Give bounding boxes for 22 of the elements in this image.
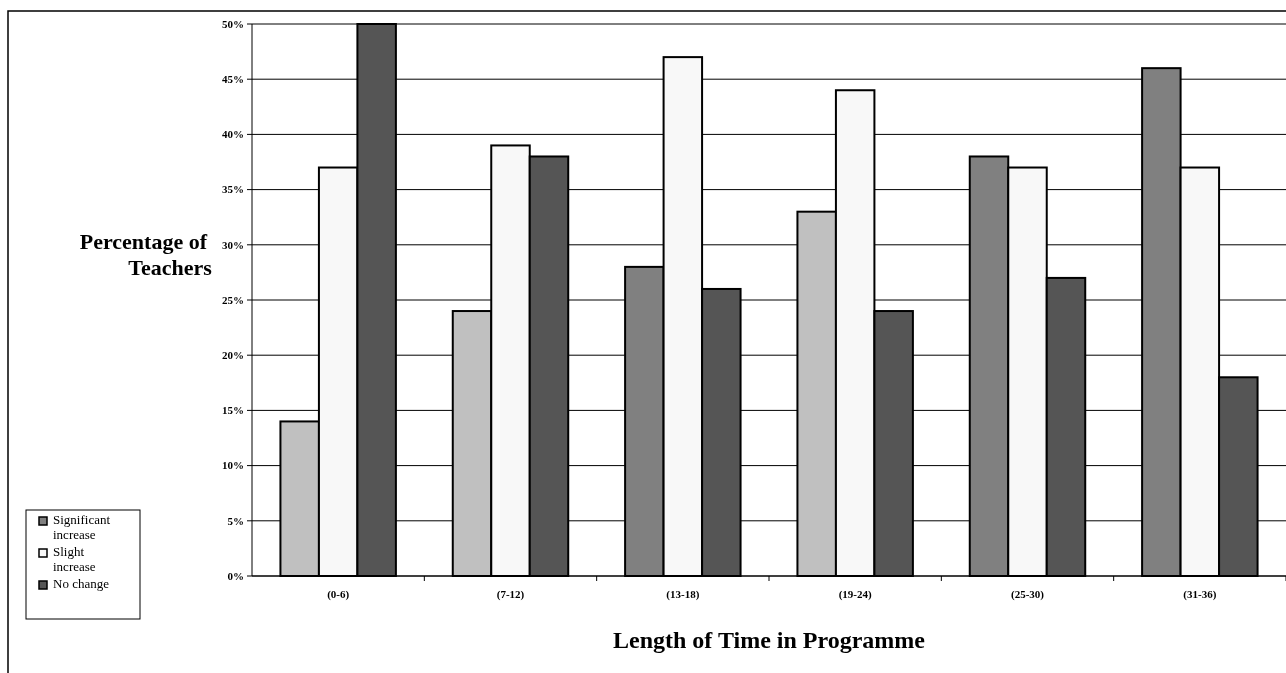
legend-label: No change [53, 576, 110, 591]
y-tick-label: 15% [222, 404, 244, 417]
y-tick-label: 25% [222, 293, 244, 306]
x-axis-title: Length of Time in Programme [613, 627, 926, 653]
y-tick-label: 45% [222, 73, 244, 86]
y-tick-label: 0% [227, 569, 244, 582]
y-tick-label: 20% [222, 349, 244, 362]
y-tick-label: 35% [222, 183, 244, 196]
y-tick-label: 30% [222, 238, 244, 251]
y-tick-label: 40% [222, 128, 244, 141]
y-axis-title: Percentage of Teachers [79, 229, 213, 280]
legend-label: Slight increase [53, 544, 96, 574]
legend-label: Significant increase [53, 512, 111, 542]
x-tick-label: (0-6) [327, 588, 350, 601]
x-tick-label: (7-12) [496, 588, 525, 601]
x-tick-label: (31-36) [1183, 588, 1217, 601]
y-tick-label: 5% [227, 514, 244, 527]
y-tick-label: 10% [222, 459, 244, 472]
x-tick-label: (19-24) [838, 588, 872, 601]
y-tick-label: 50% [222, 17, 244, 30]
x-tick-label: (13-18) [666, 588, 700, 601]
x-tick-label: (25-30) [1011, 588, 1045, 601]
